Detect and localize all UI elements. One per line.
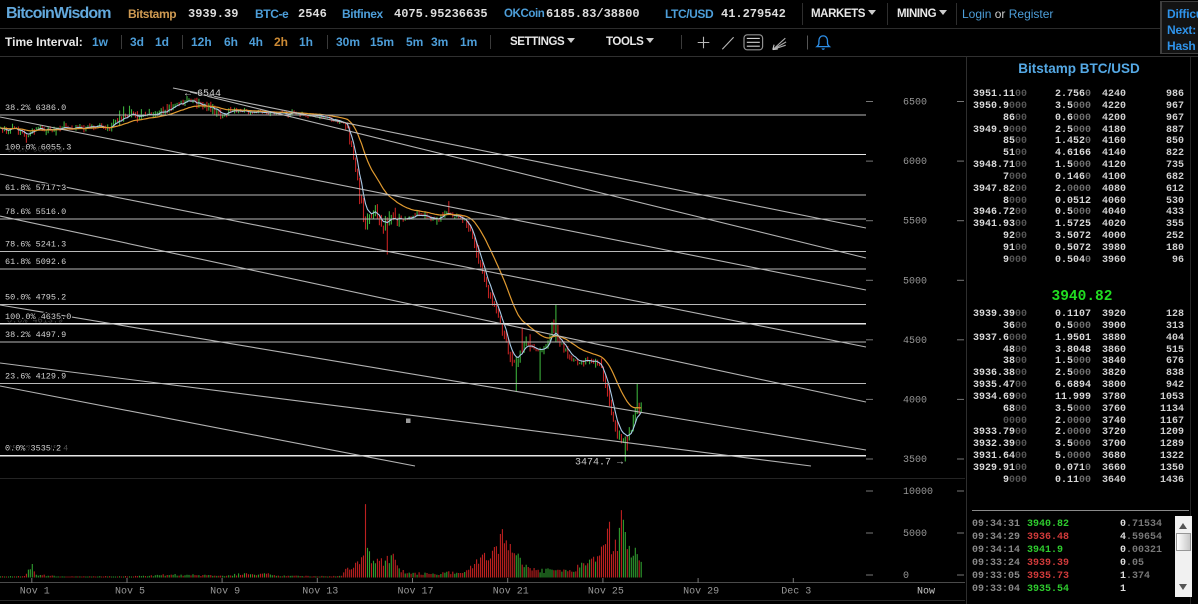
svg-text:Nov 5: Nov 5: [115, 587, 145, 598]
svg-text:38.2% 3538.4: 38.2% 3538.4: [7, 444, 68, 454]
svg-text:0.0% 6055.3: 0.0% 6055.3: [7, 145, 63, 155]
svg-text:61.8% 5717.3: 61.8% 5717.3: [5, 183, 66, 193]
svg-text:3500: 3500: [903, 455, 927, 466]
svg-text:Dec 3: Dec 3: [781, 587, 811, 598]
svg-text:3474.7 →: 3474.7 →: [575, 458, 623, 469]
svg-text:50.0% 4795.2: 50.0% 4795.2: [5, 293, 66, 303]
svg-text:0.0% 4613.9: 0.0% 4613.9: [7, 316, 63, 326]
svg-text:78.6% 5516.0: 78.6% 5516.0: [5, 207, 66, 217]
svg-text:Nov 1: Nov 1: [20, 587, 50, 598]
svg-text:10000: 10000: [903, 487, 933, 498]
svg-text:38.2% 6386.0: 38.2% 6386.0: [5, 103, 66, 113]
svg-text:Nov 25: Nov 25: [588, 587, 624, 598]
svg-text:5500: 5500: [903, 217, 927, 228]
svg-text:4500: 4500: [903, 336, 927, 347]
svg-text:4000: 4000: [903, 395, 927, 406]
svg-text:Nov 17: Nov 17: [397, 587, 433, 598]
svg-text:Nov 21: Nov 21: [493, 587, 529, 598]
svg-text:23.6% 4129.9: 23.6% 4129.9: [5, 372, 66, 382]
svg-text:61.8% 5092.6: 61.8% 5092.6: [5, 257, 66, 267]
svg-text:5000: 5000: [903, 529, 927, 540]
svg-text:0.0% 3535.2: 0.0% 3535.2: [5, 444, 61, 454]
svg-text:6500: 6500: [903, 98, 927, 109]
svg-text:Nov 29: Nov 29: [683, 587, 719, 598]
svg-text:← 6544: ← 6544: [185, 89, 221, 100]
svg-text:6000: 6000: [903, 157, 927, 168]
svg-text:78.6% 5241.3: 78.6% 5241.3: [5, 240, 66, 250]
svg-text:0: 0: [903, 571, 909, 582]
svg-text:100.0% 6055.3: 100.0% 6055.3: [5, 143, 71, 153]
svg-text:100.0% 4635.0: 100.0% 4635.0: [5, 312, 71, 322]
svg-text:Nov 9: Nov 9: [210, 587, 240, 598]
svg-text:Nov 13: Nov 13: [302, 587, 338, 598]
svg-text:38.2% 4497.9: 38.2% 4497.9: [5, 330, 66, 340]
svg-text:5000: 5000: [903, 276, 927, 287]
svg-text:Now: Now: [917, 587, 935, 598]
